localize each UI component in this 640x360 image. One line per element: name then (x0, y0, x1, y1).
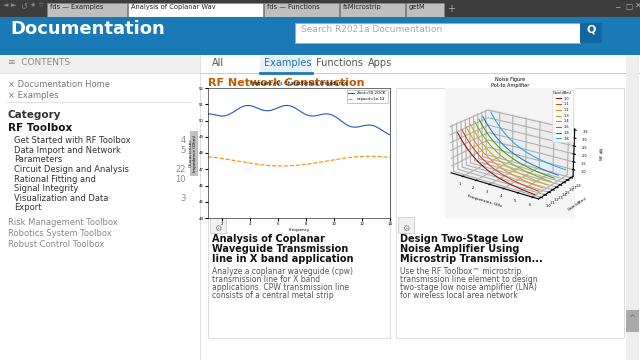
Text: 10: 10 (175, 175, 186, 184)
Text: Category: Category (8, 110, 61, 120)
Text: ◄: ◄ (3, 2, 8, 8)
Bar (0, 73, 200, 360)
Text: Analysis of Coplanar: Analysis of Coplanar (212, 234, 325, 244)
Text: ≡  CONTENTS: ≡ CONTENTS (8, 58, 70, 67)
Bar (0, 17, 640, 55)
Bar (200, 55, 640, 73)
Bar (406, 3, 444, 17)
Title: Noise Figure
Pot-to Amplifier: Noise Figure Pot-to Amplifier (491, 77, 529, 87)
Text: transmission line for X band: transmission line for X band (212, 275, 320, 284)
Text: transmission line element to design: transmission line element to design (400, 275, 538, 284)
X-axis label: Frequency: Frequency (288, 228, 310, 231)
Text: Q: Q (586, 25, 596, 35)
Text: 22: 22 (175, 165, 186, 174)
Text: RF Network Construction: RF Network Construction (208, 78, 365, 88)
Text: Documentation: Documentation (10, 20, 164, 38)
Text: Microstrip Transmission...: Microstrip Transmission... (400, 254, 543, 264)
Text: ─: ─ (615, 2, 620, 11)
Bar (210, 217, 226, 233)
Text: ►: ► (11, 2, 17, 8)
Bar (0, 55, 200, 73)
Text: ↺: ↺ (20, 2, 27, 11)
Bar (580, 23, 602, 43)
Text: ⚙: ⚙ (403, 224, 410, 233)
Text: × Documentation Home: × Documentation Home (8, 80, 110, 89)
Bar (0, 55, 640, 360)
Text: Analysis of Coplanar Wav: Analysis of Coplanar Wav (131, 4, 216, 10)
Text: ★: ★ (30, 2, 36, 8)
Text: line in X band application: line in X band application (212, 254, 353, 264)
Text: Rational Fitting and: Rational Fitting and (14, 175, 96, 184)
Text: Risk Management Toolbox: Risk Management Toolbox (8, 218, 118, 227)
Text: two-stage low noise amplifier (LNA): two-stage low noise amplifier (LNA) (400, 283, 537, 292)
Text: Analyze a coplanar waveguide (cpw): Analyze a coplanar waveguide (cpw) (212, 267, 353, 276)
Text: □: □ (625, 2, 632, 11)
Legend: Zout=50.2OCK, capacit=1e-12: Zout=50.2OCK, capacit=1e-12 (347, 90, 388, 103)
Text: Waveguide Transmission: Waveguide Transmission (212, 244, 348, 254)
X-axis label: Frequencies, GHz: Frequencies, GHz (467, 194, 502, 208)
Text: Circuit Design and Analysis: Circuit Design and Analysis (14, 165, 129, 174)
Text: Signal Integrity: Signal Integrity (14, 184, 78, 193)
Text: fds — Functions: fds — Functions (267, 4, 320, 10)
Text: 4: 4 (180, 136, 186, 145)
Y-axis label: Gain(dBm): Gain(dBm) (567, 196, 588, 212)
Bar (208, 88, 390, 338)
Text: applications. CPW transmission line: applications. CPW transmission line (212, 283, 349, 292)
Text: consists of a central metal strip: consists of a central metal strip (212, 291, 333, 300)
Bar (47, 3, 127, 17)
Bar (396, 88, 624, 338)
Bar (190, 131, 198, 176)
Text: Parameters: Parameters (14, 155, 62, 164)
Text: Data Import and Network: Data Import and Network (14, 146, 121, 155)
Text: fds — Examples: fds — Examples (50, 4, 104, 10)
Text: All: All (212, 58, 224, 68)
Bar (128, 3, 263, 17)
Text: ⚙: ⚙ (214, 224, 221, 233)
Text: ^: ^ (628, 314, 636, 323)
Text: × Examples: × Examples (8, 91, 58, 100)
Bar (626, 55, 639, 360)
Text: Design Two-Stage Low: Design Two-Stage Low (400, 234, 524, 244)
Text: Apps: Apps (368, 58, 392, 68)
Text: Examples: Examples (264, 58, 312, 68)
Text: Robust Control Toolbox: Robust Control Toolbox (8, 240, 104, 249)
Text: Robotics System Toolbox: Robotics System Toolbox (8, 229, 112, 238)
Bar (398, 217, 414, 233)
Text: Get Started with RF Toolbox: Get Started with RF Toolbox (14, 136, 131, 145)
Text: 5: 5 (180, 146, 186, 155)
Text: Noise Amplifier Using: Noise Amplifier Using (400, 244, 520, 254)
Legend: 1.0, 1.1, 1.2, 1.3, 1.4, 1.5, 1.6, 1.8: 1.0, 1.1, 1.2, 1.3, 1.4, 1.5, 1.6, 1.8 (552, 90, 573, 142)
Text: ✕: ✕ (635, 1, 640, 10)
Text: Use the RF Toolbox™ microstrip: Use the RF Toolbox™ microstrip (400, 267, 521, 276)
Text: ☆: ☆ (38, 2, 44, 8)
Y-axis label: Characteristic
Impedance (Ohm): Characteristic Impedance (Ohm) (189, 134, 198, 172)
Title: Frequency Vs Characteristic Impedance: Frequency Vs Characteristic Impedance (250, 81, 348, 86)
Text: 3: 3 (180, 194, 186, 203)
Text: Functions: Functions (316, 58, 363, 68)
Text: Search R2021a Documentation: Search R2021a Documentation (301, 25, 442, 34)
Text: for wireless local area network: for wireless local area network (400, 291, 518, 300)
Bar (0, 0, 640, 17)
Bar (264, 3, 339, 17)
Bar (260, 56, 312, 73)
Bar (340, 3, 405, 17)
Text: getM: getM (409, 4, 426, 10)
Bar (295, 23, 580, 43)
Text: Export: Export (14, 203, 42, 212)
Text: +: + (447, 4, 455, 14)
Text: Visualization and Data: Visualization and Data (14, 194, 108, 203)
Text: RF Toolbox: RF Toolbox (8, 123, 72, 133)
Text: fsMicrostrip: fsMicrostrip (343, 4, 381, 10)
Bar (626, 310, 639, 332)
